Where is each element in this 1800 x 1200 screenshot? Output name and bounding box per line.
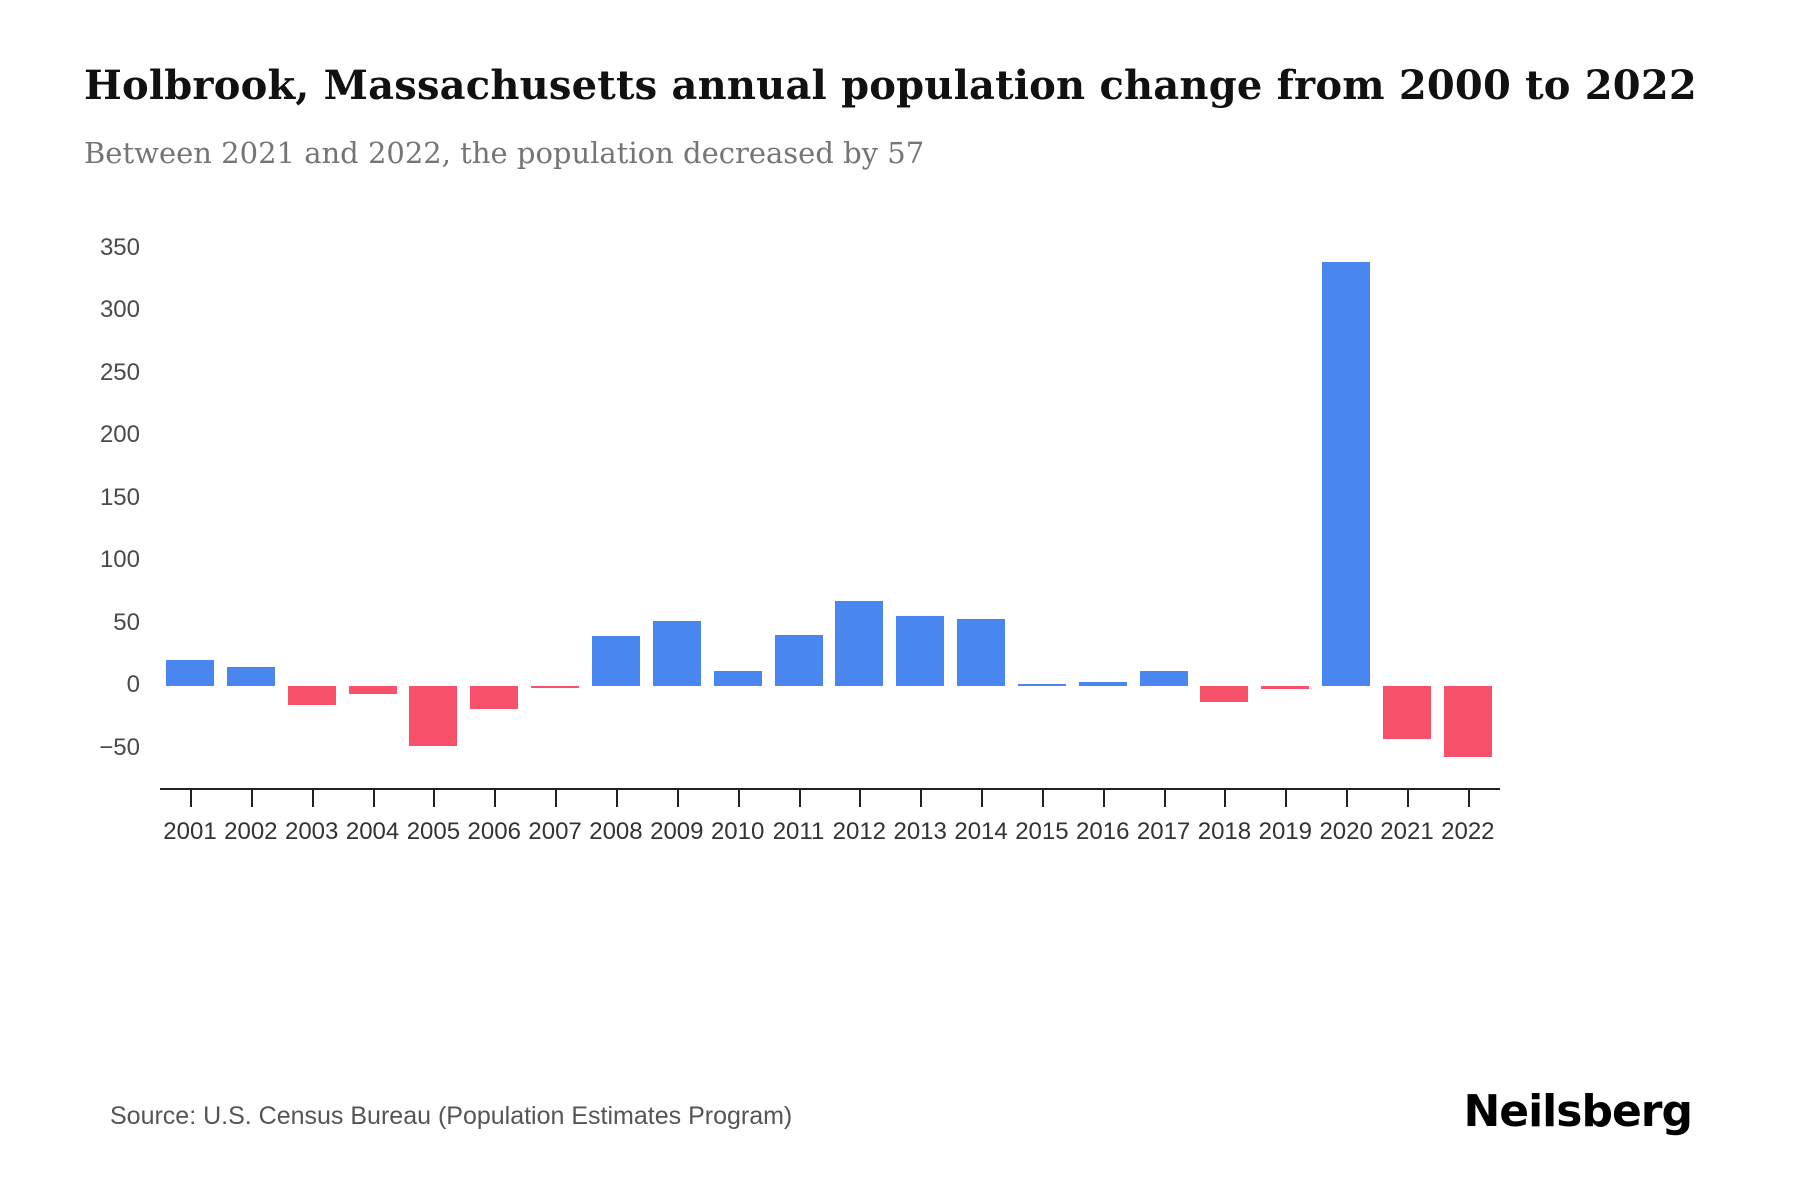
x-tick: [1163, 790, 1166, 807]
bar-2004: [348, 686, 397, 694]
x-label-2011: 2011: [772, 818, 825, 845]
x-label-2005: 2005: [406, 818, 461, 845]
y-tick-label: 250: [99, 358, 140, 386]
x-tick: [920, 790, 923, 807]
x-tick: [1041, 790, 1044, 807]
x-tick: [494, 790, 497, 807]
x-axis-line: [160, 788, 1500, 790]
source-text: Source: U.S. Census Bureau (Population E…: [110, 1102, 793, 1130]
x-label-2014: 2014: [954, 818, 1008, 845]
x-tick: [981, 790, 984, 807]
bar-2017: [1139, 671, 1188, 686]
x-label-2020: 2020: [1319, 818, 1373, 845]
y-axis: 350 300 250 200 150 100 50 0 −50: [0, 230, 150, 788]
x-tick: [1224, 790, 1227, 807]
x-tick: [737, 790, 740, 807]
y-tick-label: 350: [99, 233, 140, 261]
x-label-2009: 2009: [650, 818, 704, 845]
y-tick-label: 0: [126, 671, 140, 698]
bar-2022: [1443, 686, 1492, 758]
y-tick-label: −50: [99, 733, 140, 761]
bar-2010: [713, 671, 762, 686]
plot-area: [160, 230, 1500, 788]
x-tick: [1102, 790, 1105, 807]
x-tick: [311, 790, 314, 807]
x-tick: [798, 790, 801, 807]
bar-2003: [287, 686, 336, 705]
x-tick: [250, 790, 253, 807]
x-tick: [433, 790, 436, 807]
bar-chart: [160, 230, 1500, 788]
x-label-2018: 2018: [1197, 818, 1252, 845]
bar-2014: [957, 618, 1006, 686]
bar-2001: [166, 659, 214, 686]
x-tick: [859, 790, 862, 807]
x-tick: [676, 790, 679, 807]
x-tick: [190, 790, 192, 807]
y-tick-label: 150: [99, 483, 140, 511]
x-tick: [1346, 790, 1349, 807]
x-label-2002: 2002: [224, 818, 278, 845]
x-tick: [555, 790, 558, 807]
x-tick: [372, 790, 375, 807]
x-label-2015: 2015: [1015, 818, 1069, 845]
x-label-2003: 2003: [284, 818, 339, 845]
x-label-2006: 2006: [467, 818, 521, 845]
neilsberg-logo: Neilsberg: [1463, 1086, 1693, 1137]
bar-2013: [896, 616, 945, 686]
x-tick: [1285, 790, 1288, 807]
x-label-2004: 2004: [345, 818, 400, 845]
bar-2011: [774, 634, 823, 686]
x-label-2019: 2019: [1258, 818, 1312, 845]
bar-2019: [1261, 686, 1310, 689]
bar-2007: [531, 686, 580, 688]
y-tick-label: 200: [99, 421, 140, 448]
bar-2021: [1383, 686, 1431, 739]
x-tick: [1407, 790, 1409, 807]
bar-2005: [409, 686, 458, 746]
chart-subtitle: Between 2021 and 2022, the population de…: [84, 136, 925, 170]
y-tick-label: 300: [99, 296, 140, 323]
bar-2012: [835, 601, 884, 686]
x-label-2017: 2017: [1136, 818, 1191, 845]
x-label-2012: 2012: [832, 818, 887, 845]
x-label-2013: 2013: [893, 818, 947, 845]
bar-2006: [470, 686, 519, 709]
bar-2008: [591, 636, 640, 686]
x-label-2001: 2001: [163, 818, 217, 845]
x-label-2021: 2021: [1380, 818, 1434, 845]
x-label-2007: 2007: [528, 818, 582, 845]
x-label-2010: 2010: [710, 818, 765, 845]
x-label-2016: 2016: [1076, 818, 1130, 845]
y-tick-label: 50: [113, 608, 140, 636]
chart-title: Holbrook, Massachusetts annual populatio…: [84, 62, 1697, 109]
bar-2015: [1017, 684, 1066, 686]
x-label-2022: 2022: [1441, 818, 1495, 845]
bar-2016: [1078, 682, 1127, 686]
bar-2018: [1200, 686, 1249, 703]
bar-2020: [1322, 262, 1371, 686]
x-tick: [1467, 790, 1470, 807]
y-tick-label: 100: [99, 546, 140, 573]
bar-2009: [652, 621, 701, 686]
x-tick: [615, 790, 618, 807]
bar-2002: [226, 667, 275, 686]
x-label-2008: 2008: [589, 818, 643, 845]
